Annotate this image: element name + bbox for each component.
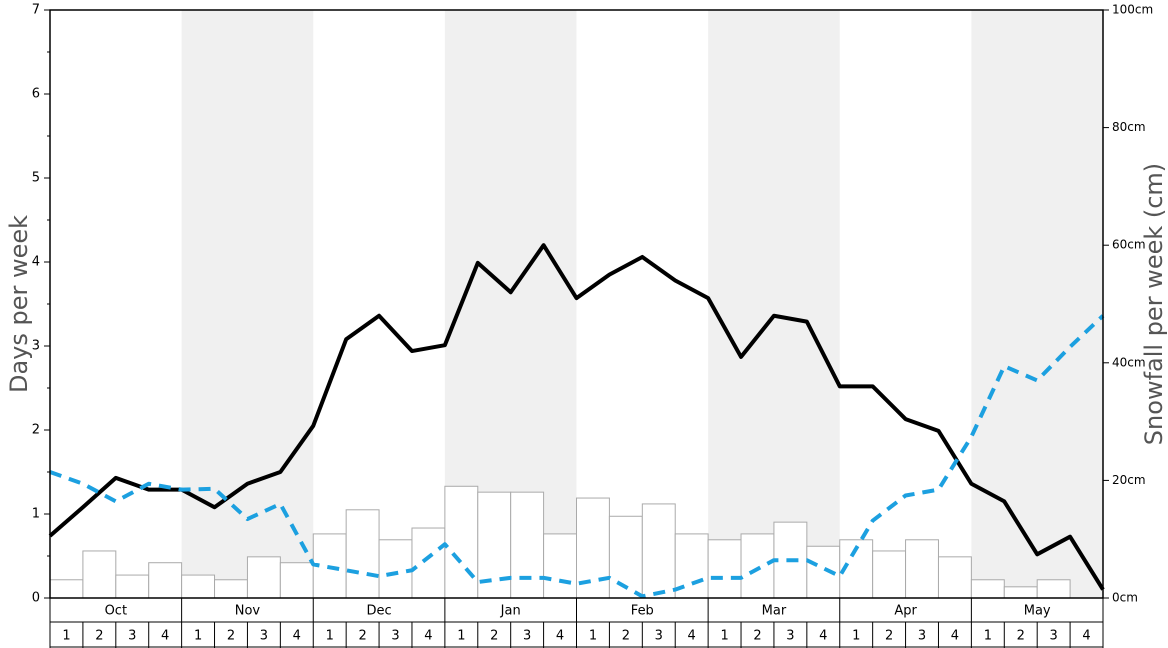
week-label: 3 <box>786 629 794 644</box>
y-tick-label: 6 <box>32 87 40 102</box>
week-label: 2 <box>95 629 103 644</box>
week-label: 1 <box>589 629 597 644</box>
bar <box>49 579 84 599</box>
bar <box>378 539 413 599</box>
bar <box>246 556 281 599</box>
y-tick-label: 2 <box>32 423 40 438</box>
y-tick-label: 1 <box>32 507 40 522</box>
week-label: 4 <box>688 629 696 644</box>
bar <box>411 527 446 599</box>
week-label: 1 <box>62 629 70 644</box>
bar <box>740 533 775 599</box>
week-label: 4 <box>424 629 432 644</box>
month-label: Apr <box>894 604 917 619</box>
week-label: 3 <box>260 629 268 644</box>
y-tick-label: 7 <box>32 3 40 18</box>
bar <box>181 574 216 599</box>
bar <box>1036 579 1071 599</box>
week-label: 1 <box>720 629 728 644</box>
bar <box>543 533 577 599</box>
bar <box>510 491 545 599</box>
month-label: Jan <box>500 604 521 619</box>
month-label: May <box>1024 604 1051 619</box>
bar <box>279 562 314 599</box>
y2-tick-label: 100cm <box>1112 3 1153 17</box>
month-label: Dec <box>366 604 391 619</box>
y-axis-label: Days per week <box>5 215 33 393</box>
week-label: 3 <box>918 629 926 644</box>
month-band <box>971 10 1103 598</box>
bar <box>148 562 183 599</box>
y2-tick-label: 0cm <box>1112 591 1138 605</box>
bar <box>115 574 150 599</box>
y2-tick-label: 20cm <box>1112 473 1146 487</box>
y-tick-label: 0 <box>32 591 40 606</box>
background <box>181 10 1103 598</box>
week-label: 3 <box>128 629 136 644</box>
week-label: 2 <box>227 629 235 644</box>
bar <box>82 550 117 599</box>
y2-axis-label: Snowfall per week (cm) <box>1140 163 1168 445</box>
week-label: 3 <box>1050 629 1058 644</box>
bar <box>1003 586 1038 599</box>
bar <box>444 485 479 599</box>
month-label: Feb <box>631 604 654 619</box>
week-label: 4 <box>951 629 959 644</box>
y2-tick-label: 40cm <box>1112 355 1146 369</box>
week-label: 2 <box>358 629 366 644</box>
bar <box>641 503 676 599</box>
week-label: 1 <box>194 629 202 644</box>
week-label: 3 <box>391 629 399 644</box>
y2-tick-label: 80cm <box>1112 120 1146 134</box>
y2-tick-label: 60cm <box>1112 238 1146 252</box>
week-label: 2 <box>622 629 630 644</box>
week-label: 4 <box>1082 629 1090 644</box>
month-band <box>181 10 314 598</box>
bar <box>214 579 248 599</box>
month-band <box>708 10 840 598</box>
week-label: 4 <box>293 629 301 644</box>
week-label: 2 <box>1017 629 1025 644</box>
bar <box>872 550 907 599</box>
month-label: Oct <box>105 604 127 619</box>
line-series <box>49 314 1105 599</box>
week-label: 4 <box>819 629 827 644</box>
marks <box>48 243 1105 599</box>
week-label: 1 <box>984 629 992 644</box>
month-label: Mar <box>762 604 787 619</box>
bar <box>707 539 742 599</box>
week-label: 4 <box>556 629 564 644</box>
y-tick-label: 5 <box>32 171 40 186</box>
week-label: 3 <box>523 629 531 644</box>
y-tick-label: 3 <box>32 339 40 354</box>
week-label: 2 <box>885 629 893 644</box>
week-label: 3 <box>655 629 663 644</box>
y-tick-label: 4 <box>32 255 40 270</box>
week-label: 1 <box>457 629 465 644</box>
bar <box>345 509 380 599</box>
week-label: 2 <box>753 629 761 644</box>
month-label: Nov <box>235 604 261 619</box>
bar <box>905 539 939 599</box>
week-label: 1 <box>326 629 334 644</box>
week-label: 4 <box>161 629 169 644</box>
bar <box>937 556 972 599</box>
bar <box>970 579 1005 599</box>
week-label: 2 <box>490 629 498 644</box>
week-label: 1 <box>852 629 860 644</box>
bar <box>608 515 643 599</box>
